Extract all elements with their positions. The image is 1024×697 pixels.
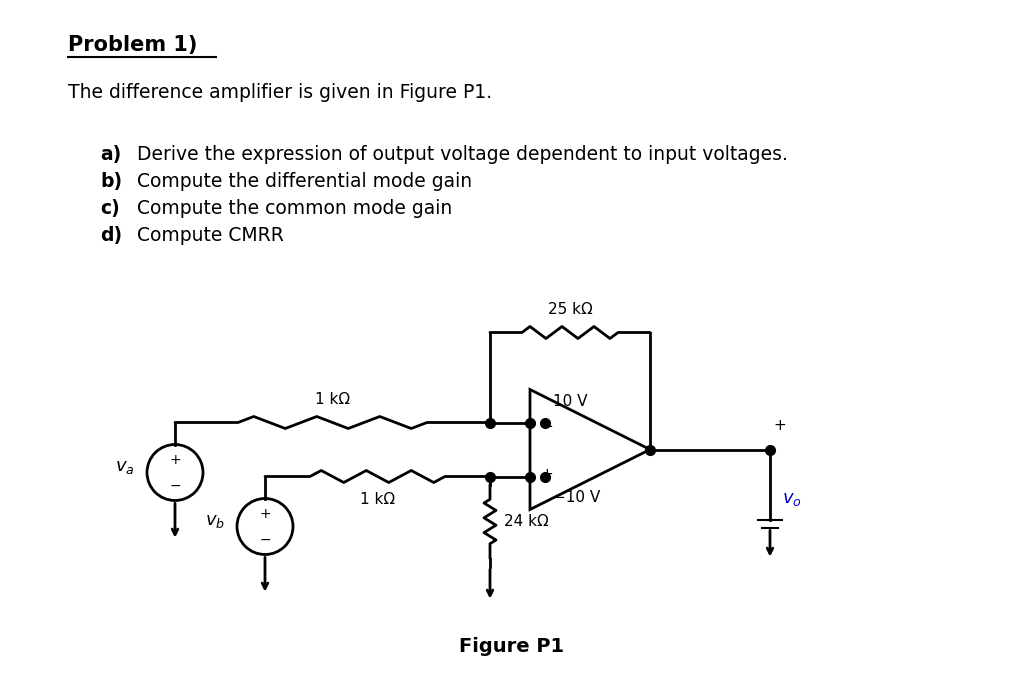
Text: 10 V: 10 V (553, 394, 588, 408)
Text: Problem 1): Problem 1) (68, 35, 198, 55)
Text: Figure P1: Figure P1 (460, 638, 564, 657)
Text: $-$: $-$ (540, 417, 553, 432)
Text: 1 kΩ: 1 kΩ (360, 493, 395, 507)
Text: +: + (259, 507, 270, 521)
Text: $-$: $-$ (259, 532, 271, 546)
Text: $v_o$: $v_o$ (782, 491, 802, 509)
Text: 1 kΩ: 1 kΩ (315, 392, 350, 406)
Text: −10 V: −10 V (553, 491, 600, 505)
Text: +: + (773, 418, 786, 434)
Text: Compute CMRR: Compute CMRR (137, 226, 284, 245)
Text: $-$: $-$ (169, 477, 181, 491)
Text: 24 kΩ: 24 kΩ (504, 514, 549, 529)
Text: The difference amplifier is given in Figure P1.: The difference amplifier is given in Fig… (68, 83, 493, 102)
Text: 25 kΩ: 25 kΩ (548, 302, 592, 316)
Text: $+$: $+$ (540, 467, 553, 482)
Text: $v_a$: $v_a$ (116, 459, 135, 477)
Text: c): c) (100, 199, 120, 218)
Text: Compute the common mode gain: Compute the common mode gain (137, 199, 453, 218)
Text: a): a) (100, 145, 121, 164)
Text: Compute the differential mode gain: Compute the differential mode gain (137, 172, 472, 191)
Text: $v_b$: $v_b$ (205, 512, 225, 530)
Text: d): d) (100, 226, 122, 245)
Text: b): b) (100, 172, 122, 191)
Text: +: + (169, 454, 181, 468)
Text: Derive the expression of output voltage dependent to input voltages.: Derive the expression of output voltage … (137, 145, 787, 164)
